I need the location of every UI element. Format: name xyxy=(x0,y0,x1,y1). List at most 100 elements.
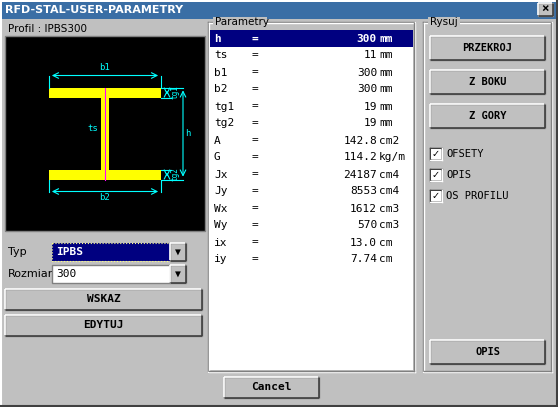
Bar xyxy=(210,30,413,47)
Bar xyxy=(52,265,170,283)
Text: 300: 300 xyxy=(357,85,377,94)
Text: cm3: cm3 xyxy=(379,221,400,230)
Text: cm2: cm2 xyxy=(379,136,400,145)
Bar xyxy=(210,30,413,370)
Text: Wx: Wx xyxy=(214,204,228,214)
Text: ▼: ▼ xyxy=(175,269,181,279)
Text: tg1: tg1 xyxy=(170,85,179,99)
Bar xyxy=(5,36,205,231)
Text: b1: b1 xyxy=(100,63,110,72)
Text: h: h xyxy=(185,129,190,138)
Text: OFSETY: OFSETY xyxy=(446,149,483,159)
Bar xyxy=(52,243,170,261)
Text: =: = xyxy=(252,101,259,112)
Bar xyxy=(430,104,545,128)
Text: Jx: Jx xyxy=(214,169,228,179)
Text: b2: b2 xyxy=(214,85,228,94)
Text: tg2: tg2 xyxy=(170,168,179,182)
Bar xyxy=(49,88,161,98)
Text: h: h xyxy=(214,33,221,44)
Bar xyxy=(52,243,170,261)
Bar xyxy=(428,17,459,27)
Text: cm: cm xyxy=(379,238,392,247)
Text: =: = xyxy=(252,68,259,77)
Text: ▼: ▼ xyxy=(175,247,181,257)
Text: ts: ts xyxy=(214,50,228,61)
Text: mm: mm xyxy=(379,118,392,129)
Text: =: = xyxy=(252,50,259,61)
Text: ✓: ✓ xyxy=(432,170,440,180)
Bar xyxy=(101,98,109,169)
Text: Rozmiar: Rozmiar xyxy=(8,269,54,279)
Text: mm: mm xyxy=(379,101,392,112)
Text: =: = xyxy=(252,33,259,44)
Text: 1612: 1612 xyxy=(350,204,377,214)
Text: cm: cm xyxy=(379,254,392,265)
Bar xyxy=(170,243,186,261)
Text: 19: 19 xyxy=(363,101,377,112)
Text: A: A xyxy=(214,136,221,145)
Text: WSKAZ: WSKAZ xyxy=(86,295,121,304)
Text: iy: iy xyxy=(214,254,228,265)
Text: b2: b2 xyxy=(100,193,110,203)
Text: mm: mm xyxy=(379,50,392,61)
Text: IPBS: IPBS xyxy=(56,247,83,257)
Text: 24187: 24187 xyxy=(343,169,377,179)
Text: Parametry: Parametry xyxy=(215,17,269,27)
Bar xyxy=(224,377,319,398)
Bar xyxy=(430,340,545,364)
Text: 300: 300 xyxy=(357,68,377,77)
Text: OPIS: OPIS xyxy=(475,347,500,357)
Text: b1: b1 xyxy=(214,68,228,77)
Text: 142.8: 142.8 xyxy=(343,136,377,145)
Text: ×: × xyxy=(542,3,549,16)
Text: =: = xyxy=(252,204,259,214)
Text: =: = xyxy=(252,136,259,145)
Text: Profil : IPBS300: Profil : IPBS300 xyxy=(8,24,87,34)
Text: RFD-STAL-USER-PARAMETRY: RFD-STAL-USER-PARAMETRY xyxy=(5,5,183,15)
Bar xyxy=(430,169,442,181)
Text: kg/m: kg/m xyxy=(379,153,406,162)
Text: cm3: cm3 xyxy=(379,204,400,214)
Bar xyxy=(431,191,441,201)
Text: ts: ts xyxy=(87,124,98,133)
Text: cm4: cm4 xyxy=(379,169,400,179)
Text: Wy: Wy xyxy=(214,221,228,230)
Bar xyxy=(430,148,442,160)
Text: Z GORY: Z GORY xyxy=(469,111,506,121)
Text: =: = xyxy=(252,254,259,265)
Text: tg2: tg2 xyxy=(214,118,234,129)
Bar xyxy=(431,170,441,180)
Text: =: = xyxy=(252,153,259,162)
Bar xyxy=(430,36,545,60)
Text: PRZEKROJ: PRZEKROJ xyxy=(463,43,512,53)
Text: Rysuj: Rysuj xyxy=(430,17,458,27)
Text: 8553: 8553 xyxy=(350,186,377,197)
Bar xyxy=(538,3,553,16)
Bar xyxy=(430,190,442,202)
Text: =: = xyxy=(252,186,259,197)
Text: =: = xyxy=(252,238,259,247)
Text: EDYTUJ: EDYTUJ xyxy=(83,320,124,330)
Text: ✓: ✓ xyxy=(432,191,440,201)
Text: 114.2: 114.2 xyxy=(343,153,377,162)
Text: ✓: ✓ xyxy=(432,149,440,159)
Text: tg1: tg1 xyxy=(214,101,234,112)
Text: OS PROFILU: OS PROFILU xyxy=(446,191,508,201)
Text: 7.74: 7.74 xyxy=(350,254,377,265)
Text: =: = xyxy=(252,169,259,179)
Text: Z BOKU: Z BOKU xyxy=(469,77,506,87)
Text: Typ: Typ xyxy=(8,247,27,257)
Bar xyxy=(49,169,161,179)
Text: 19: 19 xyxy=(363,118,377,129)
Text: =: = xyxy=(252,85,259,94)
Text: Jy: Jy xyxy=(214,186,228,197)
Text: 300: 300 xyxy=(56,269,76,279)
Text: Cancel: Cancel xyxy=(251,383,292,392)
Text: 13.0: 13.0 xyxy=(350,238,377,247)
Bar xyxy=(430,70,545,94)
Text: OPIS: OPIS xyxy=(446,170,471,180)
Text: cm4: cm4 xyxy=(379,186,400,197)
Text: mm: mm xyxy=(379,85,392,94)
Text: =: = xyxy=(252,118,259,129)
